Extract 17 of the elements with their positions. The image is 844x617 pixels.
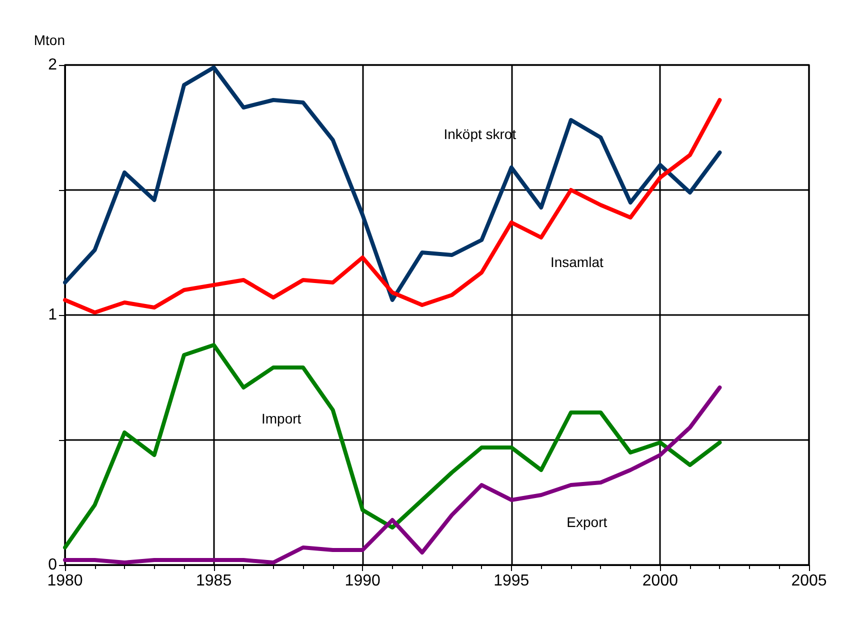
series-label: Insamlat bbox=[550, 254, 604, 270]
line-series bbox=[63, 343, 722, 550]
y-tick-label: 2 bbox=[48, 56, 58, 74]
x-tick-label: 2005 bbox=[791, 572, 827, 590]
x-tick-label: 1990 bbox=[344, 572, 380, 590]
line-series bbox=[63, 98, 722, 314]
x-tick-label: 2000 bbox=[642, 572, 678, 590]
x-tick-label: 1980 bbox=[47, 572, 83, 590]
line-series bbox=[63, 386, 722, 564]
y-tick-label: 1 bbox=[48, 306, 58, 324]
x-tick-label: 1985 bbox=[196, 572, 232, 590]
x-tick-label: 1995 bbox=[494, 572, 530, 590]
series-label: Export bbox=[566, 514, 608, 530]
line-series bbox=[63, 66, 722, 302]
series-label: Import bbox=[261, 410, 302, 426]
y-axis-title: Mton bbox=[34, 32, 65, 48]
y-tick-label: 0 bbox=[48, 556, 58, 574]
